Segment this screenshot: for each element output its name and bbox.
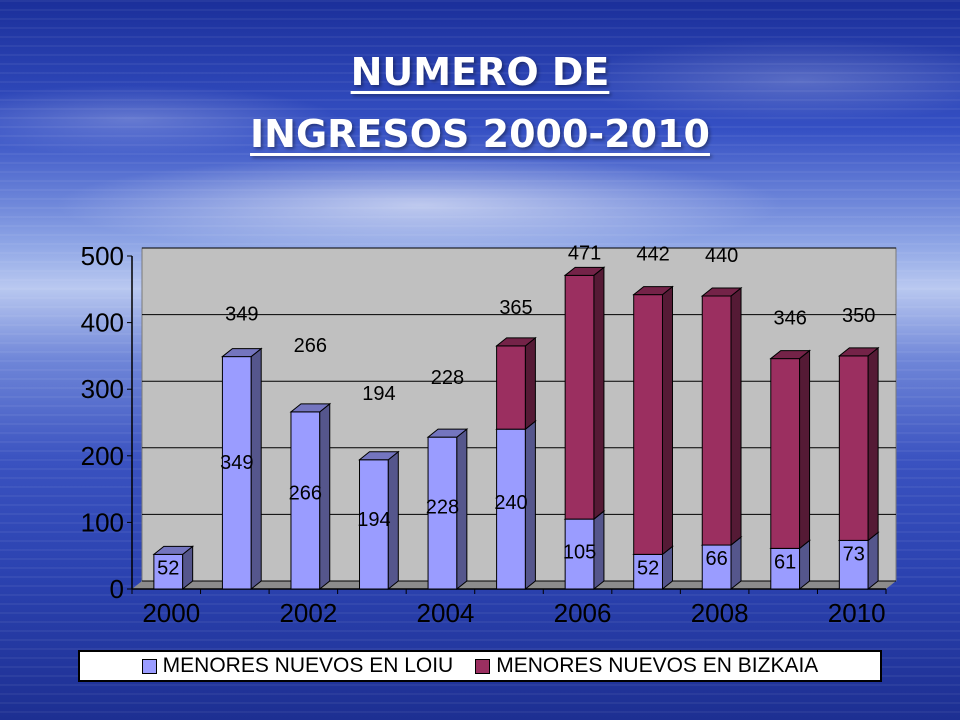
bar-loiu-2000 — [152, 545, 195, 591]
data-label-loiu: 66 — [706, 548, 728, 570]
data-label-loiu: 194 — [357, 509, 390, 531]
data-label-loiu: 61 — [774, 551, 796, 573]
bar-bizkaia-2007 — [632, 285, 674, 556]
bar-face — [770, 547, 801, 590]
legend-item-loiu: MENORES NUEVOS EN LOIU — [141, 654, 454, 678]
data-label-total: 228 — [431, 367, 464, 389]
bar-top — [358, 451, 400, 461]
bar-bizkaia-2008 — [700, 286, 743, 547]
bar-face — [701, 295, 732, 546]
data-label-loiu: 52 — [637, 557, 659, 579]
y-tick-label: 500 — [81, 241, 124, 271]
bar-top — [700, 287, 743, 297]
data-label-loiu: 73 — [843, 543, 865, 565]
bar-side — [867, 531, 879, 591]
bar-top — [289, 403, 332, 413]
chart-legend: MENORES NUEVOS EN LOIU MENORES NUEVOS EN… — [78, 650, 882, 682]
bar-side — [661, 285, 673, 556]
bar-loiu-2008 — [700, 536, 743, 591]
bar-side — [524, 336, 536, 431]
x-tick-label: 2004 — [417, 598, 475, 628]
data-label-loiu: 266 — [289, 483, 322, 505]
slide-title-line2: INGRESOS 2000-2010 — [250, 112, 710, 156]
y-tick-label: 100 — [81, 507, 124, 537]
bar-side — [867, 346, 879, 542]
y-tick-label: 300 — [81, 374, 124, 404]
data-label-total: 349 — [225, 304, 258, 326]
data-label-total: 440 — [705, 245, 738, 267]
bar-face — [633, 553, 663, 590]
data-label-total: 346 — [773, 308, 806, 330]
bar-top — [220, 348, 263, 358]
x-tick-label: 2010 — [828, 598, 886, 628]
data-label-loiu: 349 — [220, 452, 253, 474]
legend-swatch-loiu — [141, 658, 157, 674]
bar-face — [838, 355, 869, 541]
data-label-total: 442 — [636, 244, 669, 266]
bar-top — [426, 428, 469, 438]
bar-top — [495, 337, 537, 347]
y-tick-label: 400 — [81, 308, 124, 338]
bar-bizkaia-2009 — [769, 349, 812, 550]
slide-title-line1: NUMERO DE — [350, 50, 610, 94]
bar-face — [564, 274, 595, 520]
y-tick-label: 0 — [110, 574, 124, 604]
bar-side — [730, 536, 742, 591]
bar-loiu-2001 — [220, 347, 263, 591]
bar-face — [427, 436, 458, 590]
bar-bizkaia-2010 — [837, 346, 880, 542]
data-label-loiu: 228 — [426, 496, 459, 518]
data-label-loiu: 105 — [563, 542, 596, 564]
legend-item-bizkaia: MENORES NUEVOS EN BIZKAIA — [475, 654, 818, 678]
bar-bizkaia-2005 — [495, 336, 537, 431]
data-label-total: 350 — [842, 305, 875, 327]
data-label-total: 471 — [568, 242, 601, 264]
data-label-loiu: 52 — [157, 557, 179, 579]
bar-side — [730, 286, 742, 547]
bar-top — [152, 545, 195, 555]
bar-top — [769, 350, 812, 360]
bar-bizkaia-2006 — [563, 266, 606, 521]
bar-top — [632, 286, 674, 296]
bar-side — [799, 349, 811, 550]
bar-side — [593, 266, 605, 521]
bar-face — [496, 428, 526, 590]
bar-face — [701, 544, 732, 590]
legend-swatch-bizkaia — [475, 658, 491, 674]
data-label-total: 194 — [362, 383, 395, 405]
legend-label-loiu: MENORES NUEVOS EN LOIU — [162, 654, 454, 677]
bar-face — [496, 345, 526, 430]
bar-face — [633, 294, 663, 555]
x-tick-label: 2000 — [142, 598, 200, 628]
bar-loiu-2003 — [358, 450, 400, 591]
data-label-total: 365 — [499, 297, 532, 319]
bar-face — [153, 553, 184, 590]
y-tick-label: 200 — [81, 441, 124, 471]
legend-label-bizkaia: MENORES NUEVOS EN BIZKAIA — [496, 654, 819, 677]
bar-loiu-2004 — [426, 428, 469, 591]
data-label-total: 266 — [294, 335, 327, 357]
data-label-loiu: 240 — [494, 492, 527, 514]
x-tick-label: 2008 — [691, 598, 749, 628]
bar-loiu-2002 — [289, 402, 332, 591]
x-tick-label: 2002 — [279, 598, 337, 628]
bar-top — [563, 266, 606, 276]
bar-top — [837, 347, 880, 357]
bar-face — [770, 358, 801, 549]
x-tick-label: 2006 — [554, 598, 612, 628]
